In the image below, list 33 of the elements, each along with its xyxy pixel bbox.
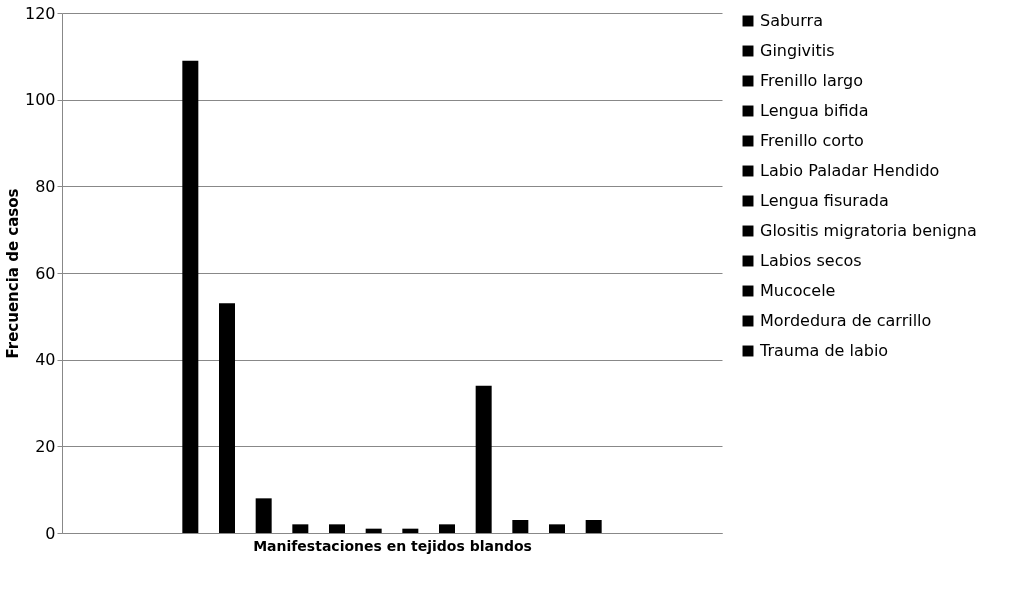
y-tick-label: 40 (35, 350, 56, 370)
x-axis-title: Manifestaciones en tejidos blandos (253, 537, 532, 554)
y-axis-title: Frecuencia de casos (3, 188, 22, 359)
y-tick-label: 80 (35, 176, 56, 196)
bar (365, 528, 382, 533)
bar (439, 524, 455, 533)
legend-label: Frenillo corto (760, 131, 864, 150)
legend-label: Frenillo largo (760, 71, 863, 90)
y-tick-label: 60 (35, 263, 56, 283)
legend-label: Labio Paladar Hendido (760, 161, 940, 180)
legend-label: Lengua fisurada (760, 191, 889, 210)
bar (402, 528, 419, 533)
y-tick-label: 100 (24, 90, 56, 110)
bar (255, 498, 272, 533)
legend-label: Lengua bifida (760, 101, 869, 120)
y-tick-label: 120 (24, 3, 56, 23)
bar (219, 303, 235, 533)
legend-label: Saburra (760, 11, 823, 30)
y-tick-label: 0 (45, 523, 56, 543)
bar (512, 520, 529, 533)
bar (549, 524, 565, 533)
y-tick-label: 20 (35, 436, 56, 456)
bar (292, 524, 309, 533)
bar (182, 60, 199, 533)
legend-label: Trauma de labio (759, 341, 889, 360)
legend-label: Labios secos (760, 251, 862, 270)
bar (475, 385, 492, 533)
bar (585, 520, 602, 533)
legend-label: Mordedura de carrillo (760, 311, 932, 330)
legend-label: Mucocele (760, 281, 836, 300)
legend-label: Glositis migratoria benigna (760, 221, 977, 240)
legend-label: Gingivitis (760, 41, 835, 60)
bar (329, 524, 345, 533)
